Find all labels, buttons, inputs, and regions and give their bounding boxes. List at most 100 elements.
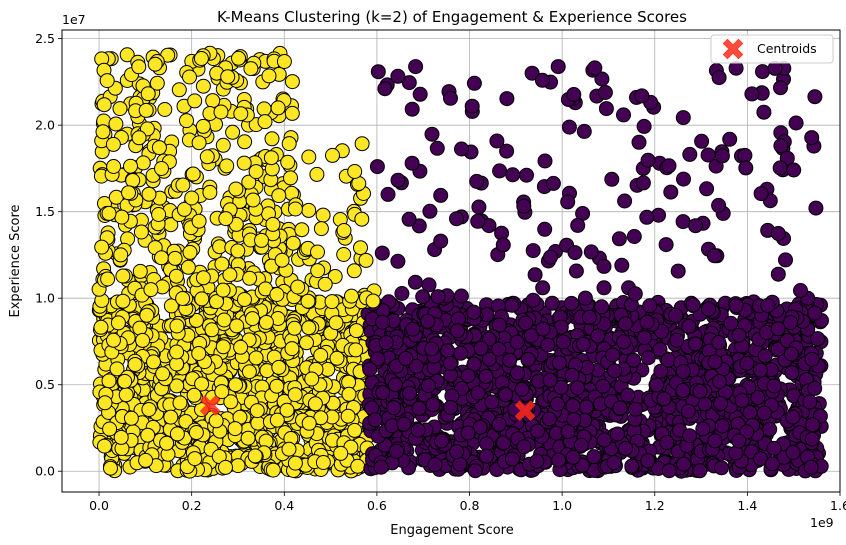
- scatter-point-cluster-0: [325, 147, 340, 163]
- scatter-point-cluster-0: [191, 346, 207, 361]
- scatter-point-cluster-1: [534, 72, 550, 88]
- scatter-point-cluster-0: [169, 318, 185, 334]
- scatter-point-cluster-0: [168, 268, 184, 284]
- scatter-point-cluster-1: [489, 133, 505, 149]
- scatter-point-cluster-1: [573, 437, 589, 453]
- scatter-point-cluster-0: [284, 74, 300, 90]
- scatter-point-cluster-1: [408, 59, 424, 75]
- scatter-point-cluster-0: [237, 292, 252, 307]
- scatter-point-cluster-1: [676, 456, 692, 472]
- scatter-point-cluster-0: [95, 124, 111, 140]
- scatter-point-cluster-1: [707, 354, 723, 370]
- scatter-point-cluster-0: [249, 403, 265, 419]
- y-tick-label: 0.5: [35, 377, 55, 392]
- scatter-point-cluster-0: [265, 462, 281, 478]
- scatter-point-cluster-1: [390, 253, 406, 269]
- scatter-point-cluster-0: [269, 287, 285, 302]
- scatter-point-cluster-0: [191, 135, 207, 151]
- scatter-point-cluster-1: [464, 98, 480, 114]
- scatter-point-cluster-1: [793, 283, 808, 298]
- scatter-point-cluster-0: [341, 386, 357, 402]
- scatter-point-cluster-1: [555, 334, 571, 350]
- scatter-point-cluster-1: [377, 81, 393, 97]
- scatter-point-cluster-0: [109, 361, 125, 377]
- scatter-point-cluster-0: [354, 136, 370, 152]
- scatter-point-cluster-1: [770, 226, 786, 241]
- scatter-point-cluster-1: [570, 380, 586, 396]
- scatter-point-cluster-1: [628, 401, 643, 417]
- scatter-point-cluster-1: [544, 295, 560, 311]
- scatter-point-cluster-1: [495, 237, 511, 253]
- scatter-point-cluster-1: [728, 298, 744, 314]
- scatter-point-cluster-0: [310, 263, 326, 279]
- scatter-point-cluster-0: [287, 455, 303, 471]
- x-tick-label: 0.0: [89, 498, 109, 513]
- scatter-point-cluster-0: [354, 211, 370, 227]
- scatter-point-cluster-1: [509, 334, 525, 350]
- scatter-point-cluster-0: [236, 155, 252, 171]
- scatter-point-cluster-1: [369, 159, 385, 175]
- scatter-point-cluster-1: [402, 385, 418, 401]
- scatter-point-cluster-0: [204, 322, 220, 338]
- x-tick-label: 1.0: [552, 498, 572, 513]
- scatter-point-cluster-1: [492, 163, 508, 179]
- scatter-point-cluster-0: [294, 222, 310, 238]
- scatter-point-cluster-0: [227, 421, 243, 437]
- scatter-point-cluster-0: [287, 201, 303, 217]
- scatter-point-cluster-0: [169, 378, 185, 394]
- x-tick-label: 0.8: [460, 498, 480, 513]
- scatter-point-cluster-1: [675, 110, 691, 126]
- scatter-point-cluster-0: [215, 137, 231, 153]
- scatter-point-cluster-0: [336, 223, 352, 238]
- scatter-point-cluster-1: [568, 263, 584, 279]
- scatter-point-cluster-0: [347, 422, 363, 438]
- scatter-point-cluster-1: [639, 314, 655, 330]
- scatter-point-cluster-1: [668, 307, 684, 323]
- scatter-point-cluster-1: [610, 426, 625, 442]
- scatter-point-cluster-1: [518, 315, 534, 331]
- scatter-point-cluster-1: [807, 380, 823, 396]
- scatter-point-cluster-0: [103, 460, 118, 476]
- scatter-point-cluster-1: [564, 367, 580, 383]
- scatter-point-cluster-0: [194, 376, 210, 392]
- scatter-point-cluster-1: [642, 298, 658, 314]
- legend: Centroids: [710, 34, 834, 64]
- scatter-point-cluster-1: [760, 298, 776, 313]
- scatter-point-cluster-1: [765, 456, 780, 472]
- scatter-point-cluster-1: [742, 405, 758, 421]
- chart-title: K-Means Clustering (k=2) of Engagement &…: [217, 8, 687, 26]
- scatter-point-cluster-1: [731, 327, 747, 343]
- scatter-point-cluster-0: [93, 319, 109, 335]
- scatter-point-cluster-1: [636, 330, 652, 346]
- scatter-point-cluster-1: [614, 257, 630, 273]
- scatter-point-cluster-1: [575, 336, 591, 352]
- scatter-point-cluster-0: [317, 276, 333, 292]
- scatter-point-cluster-0: [195, 78, 211, 94]
- scatter-point-cluster-0: [269, 412, 285, 428]
- scatter-point-cluster-0: [115, 293, 131, 309]
- scatter-point-cluster-1: [762, 421, 778, 437]
- scatter-point-cluster-1: [565, 398, 581, 414]
- scatter-point-cluster-0: [155, 366, 171, 382]
- scatter-point-cluster-1: [516, 439, 532, 455]
- scatter-point-cluster-0: [230, 243, 246, 259]
- scatter-point-cluster-1: [389, 443, 405, 459]
- scatter-point-cluster-0: [194, 291, 210, 307]
- scatter-point-cluster-0: [101, 205, 117, 221]
- scatter-point-cluster-1: [525, 292, 541, 308]
- scatter-point-cluster-0: [348, 342, 364, 358]
- x-axis-label: Engagement Score: [390, 523, 513, 538]
- scatter-point-cluster-1: [570, 217, 586, 233]
- scatter-point-cluster-1: [502, 352, 518, 368]
- scatter-point-cluster-0: [199, 149, 215, 165]
- scatter-point-cluster-1: [386, 400, 402, 416]
- scatter-point-cluster-0: [284, 105, 300, 121]
- scatter-point-cluster-1: [404, 155, 420, 171]
- scatter-point-cluster-0: [135, 155, 151, 171]
- x-tick-label: 0.6: [367, 498, 387, 513]
- scatter-point-cluster-0: [140, 427, 156, 443]
- scatter-point-cluster-1: [640, 350, 656, 366]
- scatter-point-cluster-0: [138, 102, 154, 118]
- scatter-point-cluster-0: [112, 101, 128, 117]
- scatter-point-cluster-1: [529, 453, 545, 469]
